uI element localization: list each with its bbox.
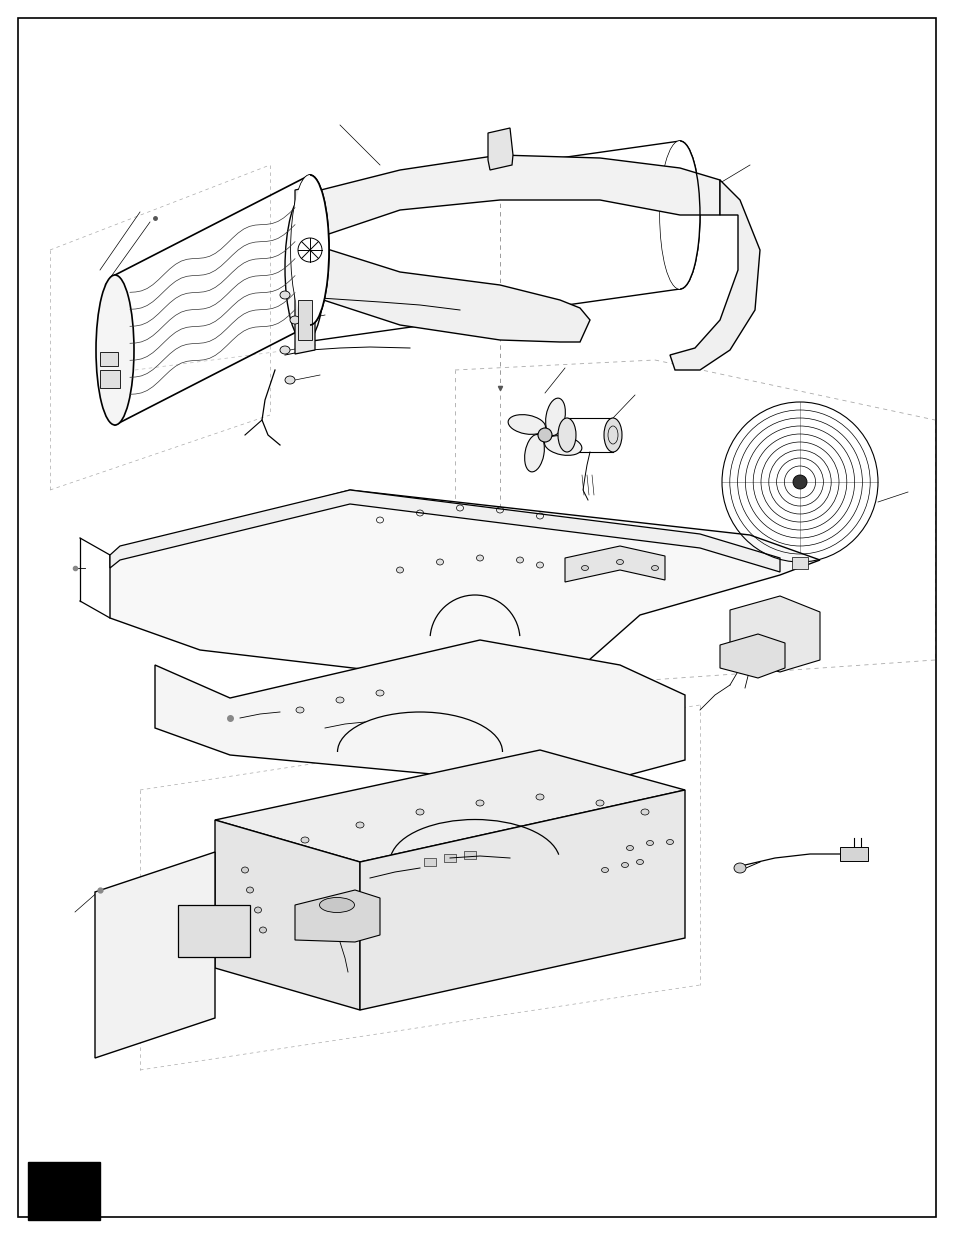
Polygon shape [95,852,214,1058]
Ellipse shape [476,555,483,561]
Ellipse shape [524,435,544,472]
Polygon shape [359,790,684,1010]
Ellipse shape [666,840,673,845]
Ellipse shape [301,837,309,844]
Ellipse shape [581,566,588,571]
Ellipse shape [558,417,576,452]
Polygon shape [299,156,720,268]
Bar [100,352,118,366]
Ellipse shape [626,846,633,851]
Bar [178,905,250,957]
Ellipse shape [536,794,543,800]
Ellipse shape [254,906,261,913]
Ellipse shape [290,316,299,324]
Ellipse shape [396,567,403,573]
Ellipse shape [537,429,552,442]
Polygon shape [669,180,760,370]
Ellipse shape [280,291,290,299]
Ellipse shape [285,375,294,384]
Ellipse shape [544,436,581,456]
Polygon shape [294,186,314,354]
Ellipse shape [280,346,290,354]
Ellipse shape [246,887,253,893]
Ellipse shape [96,275,133,425]
Ellipse shape [291,175,329,325]
Ellipse shape [319,898,355,913]
Polygon shape [214,750,684,862]
Bar [443,853,456,862]
Ellipse shape [295,706,304,713]
Ellipse shape [620,862,628,867]
Polygon shape [110,490,780,572]
Bar [28,1162,100,1220]
Ellipse shape [545,398,565,436]
Ellipse shape [436,559,443,564]
Ellipse shape [285,194,325,342]
Ellipse shape [596,800,603,806]
Ellipse shape [651,566,658,571]
Ellipse shape [241,867,248,873]
Polygon shape [729,597,820,672]
Polygon shape [214,820,359,1010]
Ellipse shape [536,562,543,568]
Bar [791,557,807,569]
Ellipse shape [476,800,483,806]
Ellipse shape [603,417,621,452]
Ellipse shape [733,863,745,873]
Bar [840,847,867,861]
Polygon shape [564,546,664,582]
Ellipse shape [516,557,523,563]
Bar [463,851,476,860]
Ellipse shape [659,141,700,289]
Ellipse shape [659,141,700,289]
Ellipse shape [792,475,806,489]
Polygon shape [154,640,684,788]
Ellipse shape [259,927,266,932]
Ellipse shape [640,809,648,815]
Bar [297,300,312,340]
Polygon shape [294,890,379,942]
Ellipse shape [291,175,329,325]
Ellipse shape [601,867,608,872]
Bar [423,858,436,866]
Ellipse shape [355,823,364,827]
Ellipse shape [636,860,643,864]
Polygon shape [299,242,589,342]
Ellipse shape [646,841,653,846]
Polygon shape [488,128,513,170]
Bar [100,370,120,388]
Ellipse shape [508,415,545,435]
Ellipse shape [616,559,623,564]
Ellipse shape [335,697,344,703]
Polygon shape [110,490,820,690]
Polygon shape [720,634,784,678]
Ellipse shape [375,690,384,697]
Ellipse shape [416,809,423,815]
